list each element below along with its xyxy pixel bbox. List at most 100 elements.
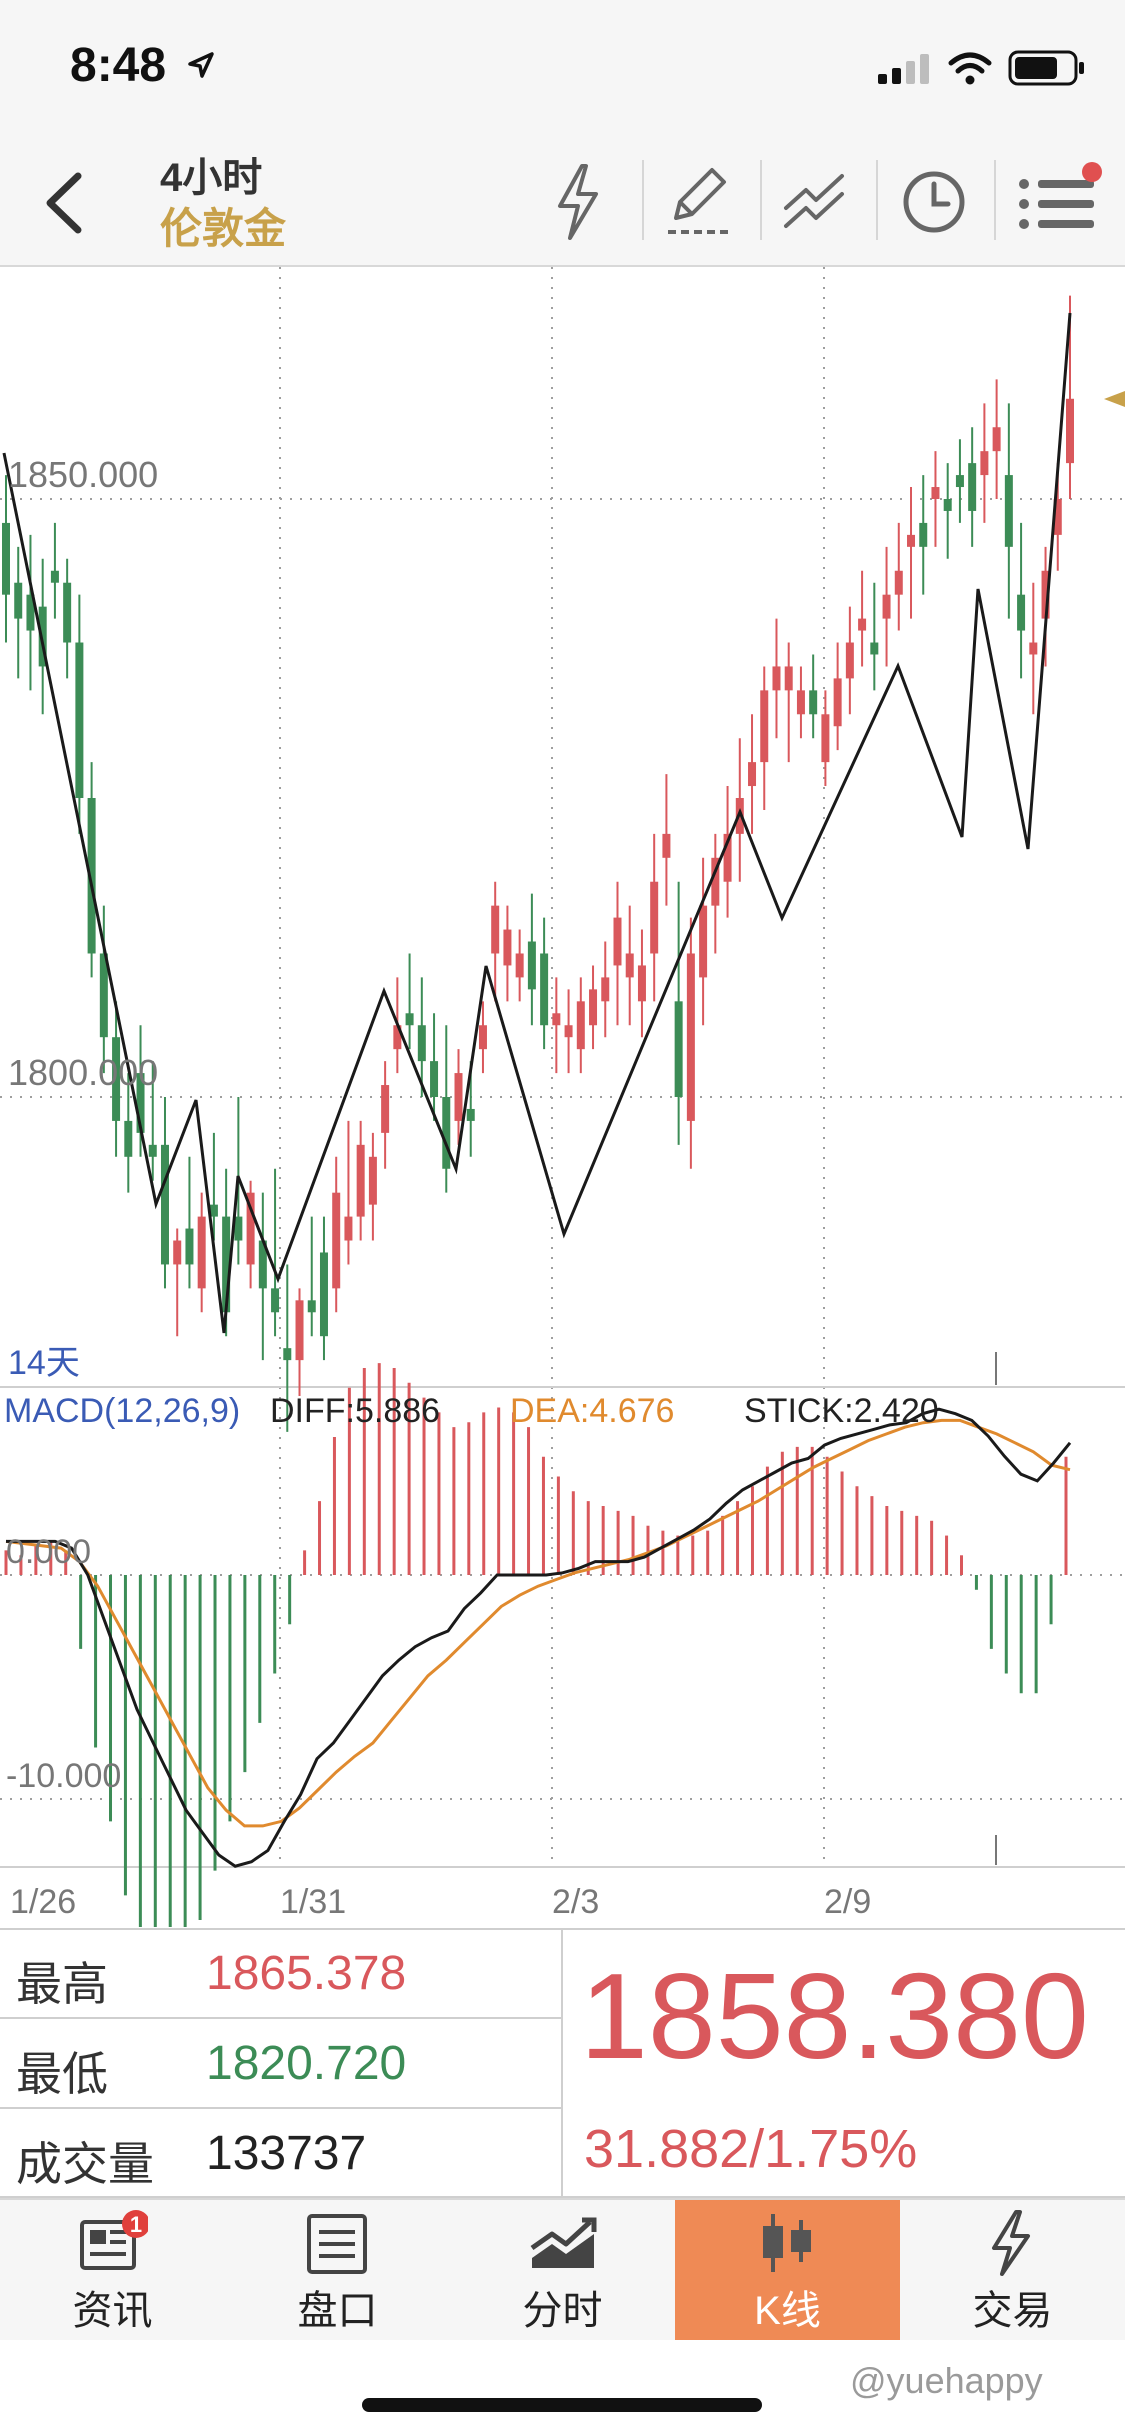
candle-body <box>809 690 818 715</box>
stick-value: STICK:2.420 <box>744 1392 939 1430</box>
dea-value: DEA:4.676 <box>510 1392 674 1430</box>
notification-dot <box>1082 162 1102 182</box>
back-button[interactable] <box>40 170 90 236</box>
date-label: 2/3 <box>552 1883 599 1921</box>
candle-body <box>919 522 928 547</box>
status-time: 8:48 <box>70 39 167 92</box>
candle-body <box>748 762 757 787</box>
tab-label: 资讯 <box>72 2289 153 2333</box>
candle-body <box>442 1097 451 1169</box>
tab-label: 交易 <box>972 2289 1053 2333</box>
tab-news[interactable]: 1 资讯 <box>0 2200 225 2340</box>
candle-body <box>772 666 781 691</box>
notification-badge <box>122 2210 148 2238</box>
macd-histogram <box>4 1363 1068 1927</box>
candle-body <box>234 1216 243 1241</box>
tab-label: K线 <box>754 2289 821 2333</box>
candle-body <box>662 833 671 858</box>
lightning-icon <box>992 2210 1030 2276</box>
candle-body <box>185 1228 194 1265</box>
candle-body <box>222 1216 231 1313</box>
tab-trade[interactable]: 交易 <box>900 2200 1125 2340</box>
candle-body <box>564 1025 573 1038</box>
pencil-icon[interactable] <box>662 162 736 242</box>
candle-body <box>784 666 793 691</box>
diff-value: DIFF:5.886 <box>270 1392 440 1430</box>
candle-body <box>1041 570 1050 619</box>
candle-body <box>943 499 952 511</box>
candle-body <box>894 570 903 595</box>
candle-body <box>845 642 854 679</box>
candle-body <box>63 582 72 643</box>
candle-body <box>38 606 47 667</box>
candle-body <box>319 1252 328 1337</box>
macd-neg10-label: -10.000 <box>6 1757 121 1795</box>
candle-body <box>271 1288 280 1313</box>
candle-body <box>674 1001 683 1097</box>
intraday-chart-icon <box>530 2217 597 2268</box>
watermark: @yuehappy <box>850 2360 1043 2401</box>
candle-body <box>1053 499 1062 535</box>
candle-body <box>99 953 108 1038</box>
candle-body <box>576 1001 585 1050</box>
tab-intraday[interactable]: 分时 <box>450 2200 675 2340</box>
candle-body <box>637 965 646 1002</box>
low-value: 1820.720 <box>206 2037 407 2090</box>
candle-body <box>931 487 940 499</box>
candle-body <box>332 1192 341 1289</box>
menu-icon[interactable] <box>1012 162 1112 242</box>
date-label: 2/9 <box>824 1883 871 1921</box>
candle-body <box>454 1073 463 1121</box>
lightning-icon[interactable] <box>548 162 608 242</box>
candle-body <box>209 1204 218 1217</box>
kline-chart[interactable]: 1850.000 1800.000 14天 MACD(12,26,9) DIFF… <box>0 267 1125 1927</box>
candle-body <box>552 1013 561 1026</box>
candle-body <box>112 1037 121 1121</box>
tab-orderbook[interactable]: 盘口 <box>225 2200 450 2340</box>
candle-body <box>760 690 769 763</box>
last-price: 1858.380 <box>580 1948 1089 2084</box>
period-label: 14天 <box>8 1344 80 1382</box>
badge-count: 1 <box>130 2212 142 2237</box>
candle-body <box>711 857 720 906</box>
divider <box>994 160 996 240</box>
quote-stats: 最高 1865.378 最低 1820.720 成交量 133737 1858.… <box>0 1928 1125 2198</box>
instrument-name: 伦敦金 <box>160 205 287 252</box>
tab-kline[interactable]: K线 <box>675 2200 900 2340</box>
price-label-1800: 1800.000 <box>8 1052 158 1093</box>
location-arrow-icon <box>188 52 214 78</box>
tab-label: 盘口 <box>297 2289 378 2333</box>
cellular-signal-icon <box>878 54 929 84</box>
candle-body <box>613 917 622 966</box>
high-label: 最高 <box>16 1958 108 2010</box>
candle-body <box>723 833 732 882</box>
candle-body <box>2 522 10 595</box>
candle-body <box>148 1144 157 1157</box>
candle-body <box>258 1240 267 1289</box>
trend-lines-icon[interactable] <box>780 162 852 242</box>
candle-body <box>686 953 695 1121</box>
candle-body <box>393 1025 402 1050</box>
candle-body <box>197 1216 206 1289</box>
diff-line <box>6 1407 1072 1868</box>
candle-body <box>344 1216 353 1241</box>
chart-grid <box>279 267 825 1867</box>
candle-body <box>968 463 977 511</box>
divider <box>642 160 644 240</box>
candle-body <box>907 534 916 547</box>
candle-body <box>87 798 96 954</box>
candle-body <box>833 678 842 727</box>
status-bar: 8:48 <box>0 0 1125 140</box>
candle-body <box>75 642 84 798</box>
clock-icon[interactable] <box>898 164 970 240</box>
orderbook-icon <box>307 2214 367 2274</box>
candle-body <box>417 1025 426 1062</box>
candlestick-icon <box>763 2214 811 2272</box>
page-title: 4小时 <box>160 156 263 200</box>
home-indicator[interactable] <box>362 2398 762 2412</box>
candle-body <box>466 1108 475 1121</box>
volume-value: 133737 <box>206 2127 367 2180</box>
macd-label: MACD(12,26,9) <box>4 1392 240 1430</box>
candle-body <box>1004 475 1013 547</box>
candle-body <box>601 977 610 1002</box>
